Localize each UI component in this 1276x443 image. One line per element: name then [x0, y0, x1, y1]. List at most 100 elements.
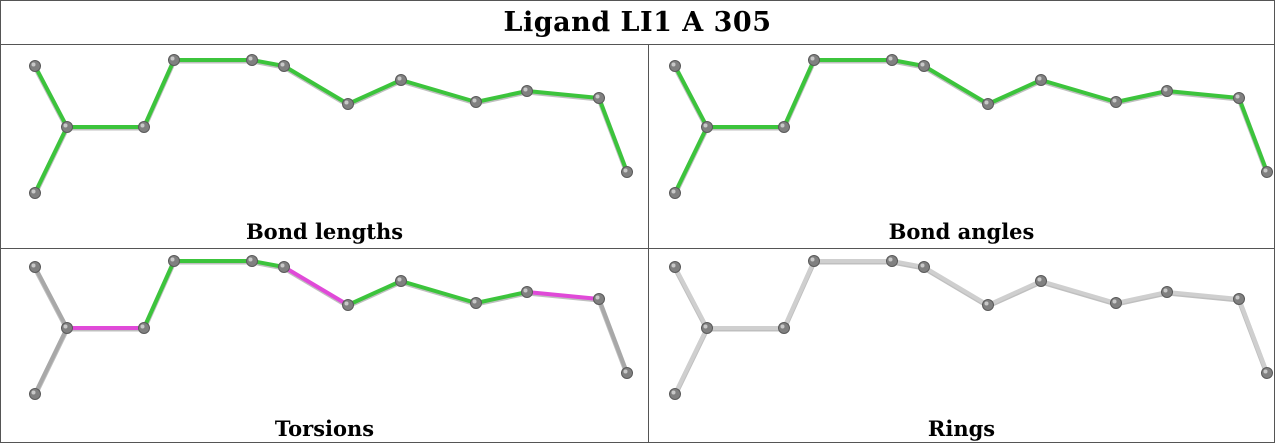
atom-highlight — [1235, 295, 1240, 300]
atom — [278, 60, 290, 72]
atom — [1261, 367, 1273, 379]
atom-highlight — [1037, 76, 1042, 81]
atom — [886, 54, 898, 66]
atom — [669, 187, 681, 199]
atom — [593, 293, 605, 305]
atom-highlight — [671, 189, 676, 194]
atom — [1035, 74, 1047, 86]
atom-highlight — [1163, 87, 1168, 92]
atom — [138, 121, 150, 133]
atom-highlight — [1112, 299, 1117, 304]
atom-highlight — [472, 98, 477, 103]
molecule-diagram-torsions — [29, 255, 633, 400]
atom-highlight — [920, 62, 925, 67]
bond — [782, 259, 816, 330]
atom — [29, 60, 41, 72]
atom — [778, 121, 790, 133]
atom — [470, 297, 482, 309]
atom — [29, 261, 41, 273]
bond — [142, 259, 176, 330]
atom-highlight — [623, 369, 628, 374]
atom-highlight — [984, 301, 989, 306]
bond — [399, 78, 478, 104]
atom-highlight — [280, 62, 285, 67]
atom — [246, 255, 258, 267]
atom — [1035, 275, 1047, 287]
atom — [1233, 92, 1245, 104]
bond — [33, 125, 69, 195]
atom-highlight — [1037, 277, 1042, 282]
caption-bond-lengths: Bond lengths — [245, 219, 404, 244]
atom — [61, 322, 73, 334]
atom — [886, 255, 898, 267]
bond — [525, 89, 601, 100]
panel-bond-angles: Bond angles — [648, 45, 1275, 249]
bond — [282, 64, 350, 106]
caption-rings: Rings — [927, 416, 996, 441]
atom-highlight — [523, 87, 528, 92]
atom — [470, 96, 482, 108]
bond — [597, 297, 629, 375]
atom-highlight — [1163, 288, 1168, 293]
atom-highlight — [920, 263, 925, 268]
bond — [33, 326, 69, 396]
atom-highlight — [1235, 94, 1240, 99]
atom-highlight — [523, 288, 528, 293]
atom — [808, 54, 820, 66]
bond — [673, 125, 709, 195]
atom-highlight — [63, 123, 68, 128]
bond — [474, 89, 529, 104]
atom — [701, 121, 713, 133]
atom-highlight — [170, 56, 175, 61]
atom-highlight — [397, 277, 402, 282]
atom — [395, 74, 407, 86]
bond — [474, 290, 529, 305]
molecule-diagram-rings — [669, 255, 1273, 400]
atom-highlight — [472, 299, 477, 304]
atom — [778, 322, 790, 334]
atom — [982, 98, 994, 110]
atom-highlight — [671, 62, 676, 67]
atom-highlight — [703, 123, 708, 128]
panel-bond-lengths: Bond lengths — [0, 45, 649, 249]
atom — [521, 286, 533, 298]
bond — [673, 326, 709, 396]
atom-highlight — [888, 257, 893, 262]
atom-highlight — [31, 263, 36, 268]
bond — [33, 64, 69, 129]
atom-highlight — [344, 100, 349, 105]
atom-highlight — [810, 56, 815, 61]
bond — [922, 64, 990, 106]
bond — [986, 78, 1043, 106]
bond — [782, 58, 816, 129]
atom — [246, 54, 258, 66]
atom — [918, 60, 930, 72]
atom — [701, 322, 713, 334]
bond — [1039, 279, 1118, 305]
figure-title: Ligand LI1 A 305 — [0, 0, 1275, 45]
atom — [342, 299, 354, 311]
bond — [33, 265, 69, 330]
atom — [168, 255, 180, 267]
bond — [282, 265, 350, 307]
atom — [278, 261, 290, 273]
atom-highlight — [31, 62, 36, 67]
bond — [399, 279, 478, 305]
atom-highlight — [140, 324, 145, 329]
atom-highlight — [31, 189, 36, 194]
caption-torsions: Torsions — [274, 416, 375, 441]
atom — [521, 85, 533, 97]
bond — [1237, 297, 1269, 375]
atom-highlight — [63, 324, 68, 329]
atom — [982, 299, 994, 311]
bond — [673, 265, 709, 330]
atom — [342, 98, 354, 110]
atom-highlight — [170, 257, 175, 262]
panel-torsions: Torsions — [0, 248, 649, 443]
atom-highlight — [595, 94, 600, 99]
atom-highlight — [344, 301, 349, 306]
atom-highlight — [810, 257, 815, 262]
bond — [1165, 89, 1241, 100]
atom — [669, 261, 681, 273]
atom-highlight — [671, 263, 676, 268]
